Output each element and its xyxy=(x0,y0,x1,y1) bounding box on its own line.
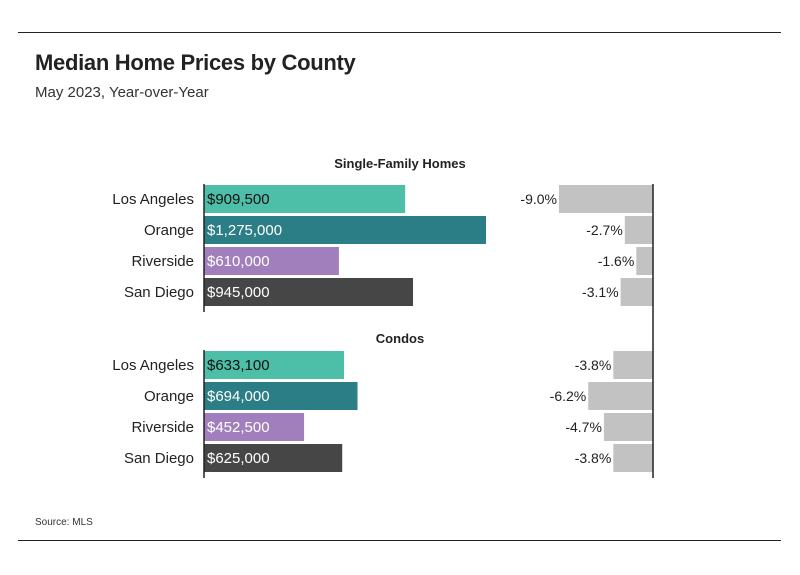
change-label: -3.8% xyxy=(575,357,612,373)
price-bar xyxy=(204,216,486,244)
change-label: -9.0% xyxy=(520,191,557,207)
change-bar xyxy=(613,351,653,379)
category-label: Los Angeles xyxy=(112,357,194,374)
panel-title: Condos xyxy=(376,331,424,346)
change-label: -1.6% xyxy=(598,253,635,269)
value-label: $909,500 xyxy=(207,191,270,208)
value-label: $610,000 xyxy=(207,253,270,270)
source-note: Source: MLS xyxy=(35,517,93,528)
value-label: $694,000 xyxy=(207,388,270,405)
change-label: -6.2% xyxy=(550,388,587,404)
change-label: -2.7% xyxy=(586,222,623,238)
change-bar xyxy=(636,247,653,275)
change-bar xyxy=(559,185,653,213)
category-label: San Diego xyxy=(124,284,194,301)
value-label: $1,275,000 xyxy=(207,222,282,239)
category-label: Orange xyxy=(144,388,194,405)
value-label: $945,000 xyxy=(207,284,270,301)
price-bar xyxy=(204,247,339,275)
price-bar xyxy=(204,413,305,441)
price-bar xyxy=(204,185,406,213)
price-bar xyxy=(204,382,358,410)
change-label: -4.7% xyxy=(565,419,602,435)
value-label: $625,000 xyxy=(207,450,270,467)
chart-subtitle: May 2023, Year-over-Year xyxy=(35,84,209,101)
category-label: Riverside xyxy=(131,419,194,436)
bottom-rule xyxy=(18,540,781,541)
top-rule xyxy=(18,32,781,33)
price-bar xyxy=(204,444,343,472)
change-bar xyxy=(613,444,653,472)
price-bar xyxy=(204,278,414,306)
value-label: $452,500 xyxy=(207,419,270,436)
value-label: $633,100 xyxy=(207,357,270,374)
change-bar xyxy=(624,216,653,244)
category-label: San Diego xyxy=(124,450,194,467)
change-bar xyxy=(588,382,653,410)
change-label: -3.1% xyxy=(582,284,619,300)
change-bar xyxy=(620,278,653,306)
panel-title: Single-Family Homes xyxy=(334,156,465,171)
category-label: Orange xyxy=(144,222,194,239)
category-label: Los Angeles xyxy=(112,191,194,208)
price-bar xyxy=(204,351,345,379)
category-label: Riverside xyxy=(131,253,194,270)
change-bar xyxy=(603,413,653,441)
chart-title: Median Home Prices by County xyxy=(35,50,356,75)
change-label: -3.8% xyxy=(575,450,612,466)
